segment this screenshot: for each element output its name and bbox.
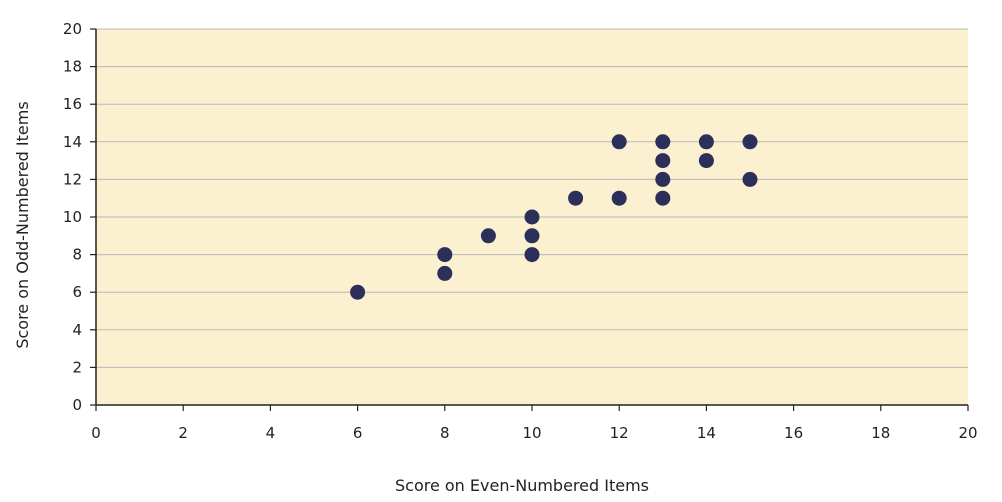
y-tick-label: 10: [63, 208, 82, 226]
data-point: [742, 134, 758, 150]
y-tick-label: 18: [63, 58, 82, 76]
data-point: [655, 171, 671, 187]
x-axis-title: Score on Even-Numbered Items: [395, 476, 649, 495]
data-point: [437, 265, 453, 281]
data-point: [611, 190, 627, 206]
data-point: [655, 153, 671, 169]
data-point: [524, 228, 540, 244]
y-tick-label: 2: [72, 358, 82, 376]
y-tick-label: 6: [72, 283, 82, 301]
x-tick-label: 14: [697, 424, 716, 442]
x-tick-label: 6: [353, 424, 363, 442]
data-point: [698, 153, 714, 169]
x-tick-label: 10: [522, 424, 541, 442]
data-point: [655, 190, 671, 206]
y-tick-label: 14: [63, 133, 82, 151]
x-tick-label: 4: [266, 424, 276, 442]
x-tick-label: 18: [871, 424, 890, 442]
x-tick-label: 8: [440, 424, 450, 442]
y-tick-label: 4: [72, 321, 82, 339]
y-tick-label: 8: [72, 246, 82, 264]
data-point: [611, 134, 627, 150]
y-axis-ticks: 0 2 4 6 8 10 12 14 16 18 20: [63, 20, 96, 414]
data-points: [350, 134, 758, 300]
data-point: [655, 134, 671, 150]
x-tick-label: 0: [91, 424, 101, 442]
grid-lines: [96, 28, 968, 368]
x-tick-label: 16: [784, 424, 803, 442]
data-point: [524, 247, 540, 263]
y-tick-label: 0: [72, 396, 82, 414]
data-point: [437, 247, 453, 263]
data-point: [480, 228, 496, 244]
data-point: [742, 171, 758, 187]
x-tick-label: 20: [958, 424, 977, 442]
y-tick-label: 16: [63, 95, 82, 113]
data-point: [568, 190, 584, 206]
x-tick-label: 2: [178, 424, 188, 442]
data-point: [698, 134, 714, 150]
x-axis-ticks: 0 2 4 6 8 10 12 14 16 18 20: [91, 405, 978, 442]
y-tick-label: 12: [63, 170, 82, 188]
data-point: [524, 209, 540, 225]
y-axis-title: Score on Odd-Numbered Items: [13, 101, 32, 348]
y-tick-label: 20: [63, 20, 82, 38]
x-tick-label: 12: [610, 424, 629, 442]
data-point: [350, 284, 366, 300]
